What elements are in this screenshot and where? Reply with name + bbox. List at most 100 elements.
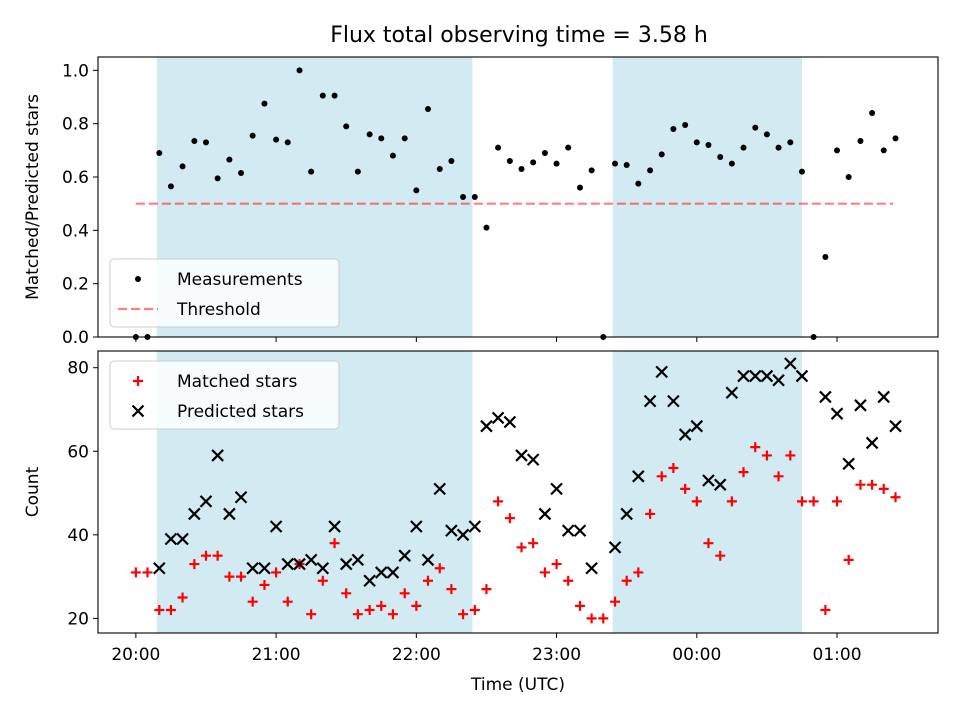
matched-star-point (539, 567, 550, 578)
predicted-star-point (772, 373, 785, 387)
predicted-star-point (854, 399, 867, 412)
top-panel: 0.0 0.2 0.4 0.6 0.8 1.0 Matched/Predicted star… (23, 56, 939, 348)
matched-star-point (645, 508, 656, 519)
measurement-point (869, 110, 876, 116)
measurement-point (728, 160, 735, 167)
y-tick-label: 0.8 (62, 115, 89, 135)
predicted-star-point (737, 369, 750, 383)
measurement-point (366, 131, 373, 138)
measurement-point (167, 183, 174, 190)
predicted-star-point (468, 520, 482, 533)
predicted-star-point (153, 561, 166, 575)
matched-star-point (130, 567, 141, 578)
predicted-star-point (374, 566, 388, 579)
measurement-point (354, 168, 361, 175)
y-tick-label: 60 (67, 442, 89, 462)
predicted-star-point (760, 369, 774, 383)
predicted-star-point (538, 507, 552, 521)
measurement-point (471, 194, 478, 200)
predicted-star-point (702, 474, 715, 487)
measurement-point (238, 170, 245, 176)
predicted-star-point (211, 449, 224, 462)
matched-star-point (715, 550, 726, 561)
matched-star-point (855, 479, 866, 490)
measurement-point (436, 166, 443, 172)
legend-box (109, 258, 340, 328)
predicted-star-point (456, 528, 470, 542)
x-tick-label: 00:00 (672, 645, 721, 665)
legend-label: Predicted stars (177, 402, 304, 422)
y-tick-label: 1.0 (62, 61, 89, 81)
matched-star-point (189, 559, 200, 570)
measurement-point (576, 184, 583, 191)
predicted-star-point (351, 553, 365, 567)
measurement-point (647, 167, 654, 174)
measurement-point (214, 175, 221, 182)
y-axis-label: Count (23, 466, 43, 517)
predicted-star-point (784, 357, 797, 370)
measurement-point (822, 254, 829, 260)
measurement-point (343, 123, 350, 130)
matched-star-point (481, 584, 492, 595)
matched-star-point (796, 496, 807, 507)
measurement-point (202, 139, 209, 146)
matched-star-point (726, 496, 737, 507)
matched-star-point (434, 563, 445, 574)
y-tick-label: 40 (67, 526, 89, 546)
measurement-point (787, 139, 794, 146)
matched-star-point (200, 550, 211, 561)
measurement-point (179, 163, 186, 170)
matched-star-point (341, 588, 352, 599)
predicted-star-point (830, 407, 844, 420)
predicted-star-point (667, 394, 680, 408)
measurement-point (588, 167, 595, 174)
x-tick-label: 23:00 (532, 645, 581, 665)
matched-star-point (317, 575, 328, 586)
measurement-point (845, 174, 852, 180)
matched-star-point (446, 584, 457, 595)
y-axis-label: Matched/Predicted stars (23, 94, 43, 300)
y-tick-label: 80 (67, 359, 89, 379)
measurement-point (495, 144, 502, 151)
matched-star-point (621, 575, 632, 586)
measurement-point (880, 147, 887, 154)
predicted-star-point (655, 365, 669, 379)
matched-star-point (878, 483, 889, 494)
predicted-star-point (842, 457, 855, 471)
measurement-point (308, 168, 315, 175)
legend-label: Measurements (177, 270, 303, 290)
measurement-point (506, 158, 513, 164)
predicted-star-point (339, 557, 353, 571)
matched-star-point (271, 567, 282, 578)
matched-star-point (598, 613, 609, 624)
matched-star-point (165, 605, 176, 616)
matched-star-point (703, 538, 714, 549)
measurement-point (424, 106, 431, 112)
matched-star-point (458, 609, 469, 620)
measurement-point (623, 162, 630, 168)
matched-star-point (656, 471, 667, 482)
predicted-star-point (176, 532, 189, 546)
measurement-point (401, 135, 408, 142)
y-tick-label: 0.6 (62, 168, 89, 188)
matched-star-point (551, 559, 562, 570)
predicted-star-point (503, 415, 517, 429)
bottom-panel: 20 40 60 80 20:00 21:00 22:00 23:00 00:00 01:00 Co… (23, 350, 939, 695)
axes-frame (97, 56, 939, 338)
measurement-point (541, 150, 548, 156)
matched-star-point (563, 575, 574, 586)
predicted-star-point (889, 419, 902, 433)
measurement-point (378, 135, 385, 142)
predicted-star-point (386, 566, 400, 579)
matched-star-point (212, 550, 223, 561)
matched-star-point (528, 538, 539, 549)
matched-star-point (469, 605, 480, 616)
predicted-star-point (620, 507, 633, 521)
measurement-point (191, 138, 198, 144)
measurement-point (249, 132, 256, 139)
matched-star-point (259, 579, 270, 590)
matched-star-point (154, 605, 165, 616)
observing-band (612, 57, 802, 337)
legend-measurement-marker (135, 276, 141, 282)
predicted-star-point (234, 490, 248, 504)
